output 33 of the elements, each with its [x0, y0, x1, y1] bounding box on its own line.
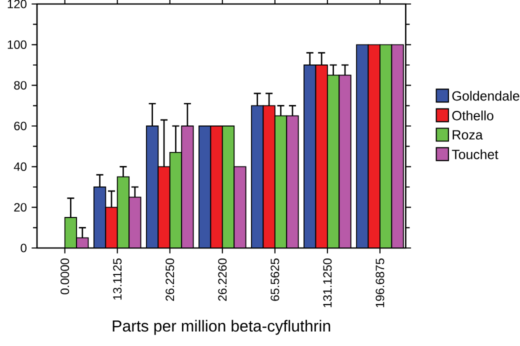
bar	[158, 166, 170, 248]
bar	[210, 126, 223, 248]
bar	[304, 65, 316, 248]
bar	[368, 44, 380, 248]
legend-label: Goldendale	[452, 90, 520, 101]
bar	[286, 115, 299, 248]
x-tick-label: 131.1250	[323, 258, 332, 308]
x-tick-label: 26.2260	[218, 258, 227, 301]
bar	[181, 126, 194, 248]
x-tick-label: 13.1125	[113, 258, 122, 300]
bar	[262, 105, 276, 248]
y-tick-label: 0	[20, 244, 26, 252]
legend-label: Othello	[452, 110, 494, 120]
legend-label: Touchet	[452, 149, 498, 160]
legend-label: Roza	[452, 130, 483, 140]
x-axis-title: Parts per million beta-cyfluthrin	[112, 320, 330, 335]
y-tick-label: 120	[8, 0, 26, 8]
x-tick-label: 0.0000	[60, 258, 70, 294]
bar	[391, 44, 404, 248]
y-tick-label: 60	[14, 122, 26, 130]
x-tick-label: 26.2250	[166, 258, 174, 301]
y-tick-label: 80	[14, 81, 26, 90]
x-tick-label: 196.6875	[376, 258, 384, 308]
y-tick-label: 40	[14, 162, 26, 171]
bar	[316, 65, 328, 248]
y-tick-label: 100	[8, 40, 26, 49]
bar	[339, 75, 351, 248]
bar	[356, 44, 369, 248]
bar	[128, 196, 142, 248]
bar	[234, 166, 246, 248]
bar	[105, 206, 118, 248]
y-tick-label: 20	[14, 203, 26, 212]
x-tick-label: 65.5625	[270, 258, 280, 301]
